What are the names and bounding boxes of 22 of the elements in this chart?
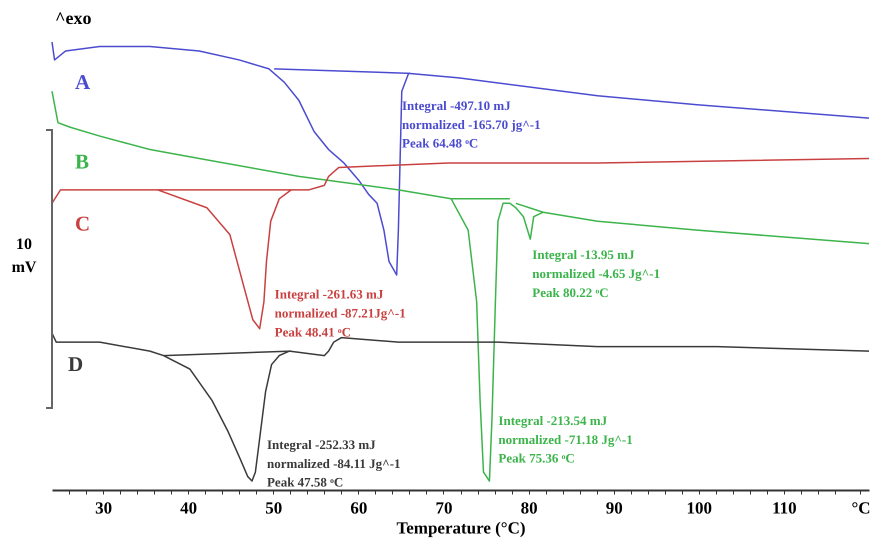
x-tick-label: 70 [435, 498, 452, 518]
x-tick-label: 110 [772, 498, 797, 518]
text: 10 mV [12, 236, 37, 276]
x-tick-label: 80 [520, 498, 538, 518]
x-tick-label: 30 [95, 498, 112, 518]
x-axis-title: Temperature (°C) [396, 518, 526, 538]
series-label: C [75, 211, 90, 236]
annotation: Integral -213.54 mJ normalized -71.18 Jg^-1 Peak 75.36 ᵒC [498, 413, 633, 466]
series-label: B [75, 149, 90, 174]
x-tick-label: 50 [265, 498, 282, 518]
annotation: Integral -497.10 mJ normalized -165.70 jg^-1 Peak 64.48 ᵒC [402, 98, 541, 151]
x-tick-label: 40 [180, 498, 198, 518]
series-label: D [68, 352, 84, 376]
series-label: A [75, 70, 91, 94]
annotation: Integral -261.63 mJ normalized -87.21Jg^-1 Peak 48.41 ᵒC [274, 286, 406, 340]
text: ^exo [55, 8, 92, 28]
x-tick-label: 100 [686, 498, 712, 518]
annotation: Integral -13.95 mJ normalized -4.65 Jg^-1 Peak 80.22 ᵒC [532, 247, 660, 300]
x-tick-label: 60 [350, 498, 368, 518]
x-tick-label: °C [851, 498, 871, 518]
annotation: Integral -252.33 mJ normalized -84.11 Jg^-1 Peak 47.58 ᵒC [266, 437, 401, 490]
x-tick-label: 90 [606, 498, 623, 518]
